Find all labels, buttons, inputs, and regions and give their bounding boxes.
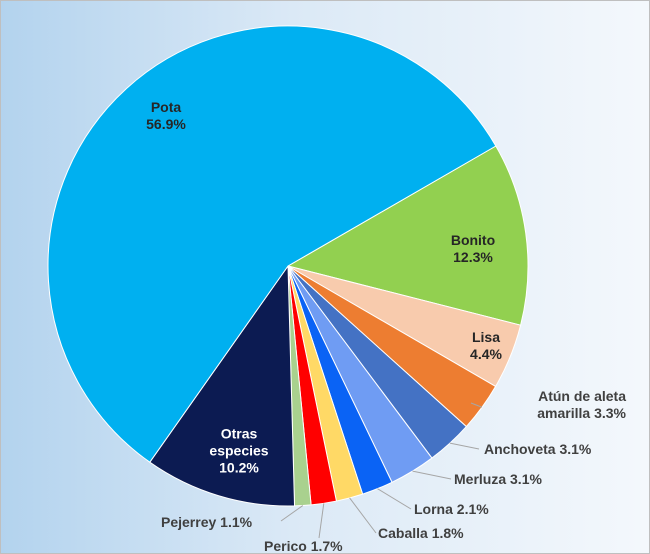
- data-label: Anchoveta 3.1%: [484, 441, 591, 458]
- pie-slice: [149, 264, 296, 507]
- leader-line: [377, 488, 412, 510]
- value-label: 56.9%: [146, 116, 186, 132]
- data-label: Caballa 1.8%: [378, 525, 464, 542]
- value-label: 10.2%: [219, 459, 259, 476]
- category-label: Merluza: [454, 471, 507, 487]
- data-label: Atún de aleta amarilla 3.3%: [486, 388, 626, 422]
- category-label: Anchoveta: [484, 441, 556, 457]
- pie-slice: [286, 145, 529, 326]
- category-label: Bonito: [450, 232, 496, 248]
- value-label: 1.7%: [310, 538, 343, 554]
- value-label: 1.1%: [220, 514, 253, 530]
- value-label: 3.3%: [594, 405, 626, 421]
- leader-line: [280, 505, 304, 522]
- data-label: Bonito 12.3%: [433, 232, 513, 266]
- data-label: Merluza 3.1%: [454, 471, 542, 488]
- value-label: 2.1%: [456, 501, 489, 517]
- pie-slice: [47, 25, 497, 463]
- category-label: Lisa: [471, 329, 500, 345]
- data-label: Otras especies 10.2%: [199, 426, 279, 477]
- leader-line: [449, 442, 480, 450]
- category-label: Atún de aleta amarilla: [537, 388, 626, 421]
- data-label: Perico 1.7%: [264, 538, 343, 554]
- category-label: Otras especies: [209, 425, 269, 459]
- category-label: Perico: [264, 538, 307, 554]
- value-label: 3.1%: [510, 471, 542, 487]
- data-label: Lisa 4.4%: [456, 329, 516, 363]
- category-label: Pejerrey: [161, 514, 217, 530]
- value-label: 12.3%: [453, 249, 493, 265]
- category-label: Lorna: [414, 501, 453, 517]
- leader-line: [470, 402, 483, 408]
- data-label: Pota 56.9%: [126, 99, 206, 133]
- value-label: 3.1%: [559, 441, 592, 457]
- value-label: 4.4%: [470, 346, 502, 362]
- data-label: Pejerrey 1.1%: [161, 514, 252, 531]
- value-label: 1.8%: [431, 525, 464, 541]
- leader-line: [318, 503, 325, 539]
- category-label: Caballa: [378, 525, 428, 541]
- data-label: Lorna 2.1%: [414, 501, 489, 518]
- leader-line: [412, 470, 452, 480]
- category-label: Pota: [150, 99, 182, 115]
- leader-line: [349, 497, 377, 534]
